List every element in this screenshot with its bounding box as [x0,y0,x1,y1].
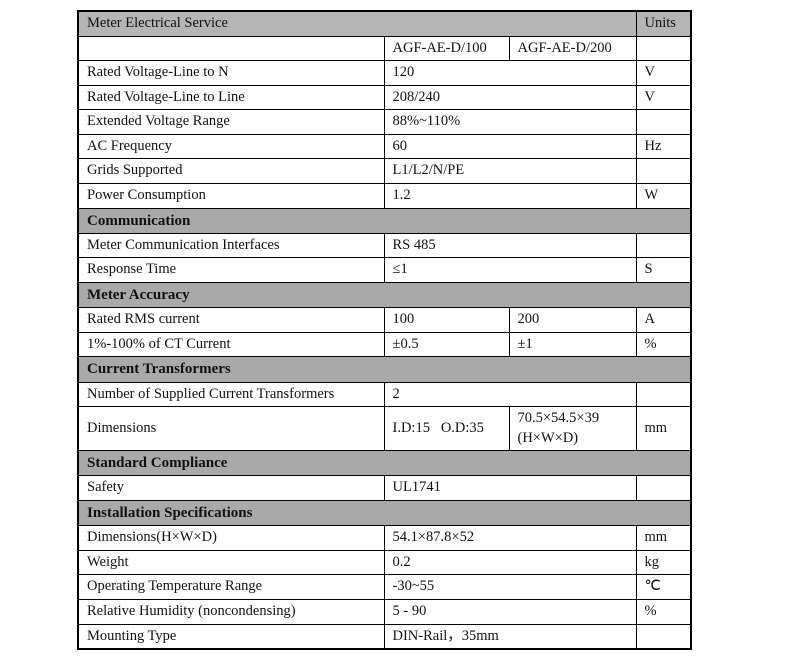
param-value-2: ±1 [508,331,637,358]
unit-cell: % [635,331,692,358]
unit-cell: % [635,598,692,625]
param-value: ≤1 [383,257,637,283]
table-title: Meter Electrical Service [77,9,637,37]
param-value: 120 [383,60,637,86]
param-value: 60 [383,133,637,160]
param-label: Power Consumption [77,182,385,209]
unit-cell [635,623,692,650]
param-value: 2 [383,381,637,408]
spec-row: Rated Voltage-Line to N 120 V [77,60,692,86]
spec-row: 1%-100% of CT Current ±0.5 ±1% [77,331,692,358]
param-value-2: 70.5×54.5×39 (H×W×D) [508,406,637,452]
param-label: Dimensions(H×W×D) [77,525,385,551]
spec-row: Rated Voltage-Line to Line 208/240 V [77,84,692,111]
spec-row: Extended Voltage Range 88%~110% [77,109,692,135]
unit-cell: Hz [635,133,692,160]
section-header-row: Installation Specifications [77,499,692,527]
unit-cell: V [635,84,692,111]
spec-row: Response Time ≤1 S [77,257,692,283]
spec-row: Rated RMS current 100 200 A [77,307,692,333]
spec-row: Relative Humidity (noncondensing) 5 - 90% [77,598,692,625]
param-value-2: 200 [508,307,637,333]
spec-row: AGF-AE-D/100 AGF-AE-D/200 [77,35,692,62]
param-label: Meter Communication Interfaces [77,232,385,259]
spec-row: Number of Supplied Current Transformers 2 [77,381,692,408]
spec-rows-body: AGF-AE-D/100 AGF-AE-D/200 Rated Voltage-Li… [77,35,692,650]
spec-row: Grids Supported L1/L2/N/PE [77,158,692,184]
param-label: Extended Voltage Range [77,109,385,135]
param-label [77,35,385,62]
spec-row: Power Consumption 1.2 W [77,182,692,209]
param-value: 208/240 [383,84,637,111]
param-label: Grids Supported [77,158,385,184]
param-value: 1.2 [383,182,637,209]
spec-row: Operating Temperature Range -30~55 ℃ [77,574,692,600]
param-value: 88%~110% [383,109,637,135]
spec-row: Safety UL1741 [77,475,692,501]
param-value: DIN-Rail，35mm [383,623,637,650]
unit-cell [635,158,692,184]
param-value: 54.1×87.8×52 [383,525,637,551]
section-title: Current Transformers [77,356,692,383]
unit-cell [635,475,692,501]
unit-cell [635,232,692,259]
table-header-row: Meter Electrical Service Units [77,9,692,37]
param-value: 0.2 [383,549,637,576]
param-label: 1%-100% of CT Current [77,331,385,358]
spec-row: Meter Communication Interfaces RS 485 [77,232,692,259]
section-title: Standard Compliance [77,450,692,477]
param-label: Dimensions [77,406,385,452]
unit-cell: ℃ [635,574,692,600]
section-header-row: Meter Accuracy [77,281,692,309]
unit-cell: kg [635,549,692,576]
section-header-row: Communication [77,207,692,234]
unit-cell: S [635,257,692,283]
param-value: L1/L2/N/PE [383,158,637,184]
param-label: Mounting Type [77,623,385,650]
spec-row: AC Frequency 60 Hz [77,133,692,160]
unit-cell: mm [635,525,692,551]
section-title: Installation Specifications [77,499,692,527]
unit-cell: mm [635,406,692,452]
unit-cell [635,381,692,408]
param-value-2: AGF-AE-D/200 [508,35,637,62]
unit-cell [635,109,692,135]
param-label: Number of Supplied Current Transformers [77,381,385,408]
param-value: UL1741 [383,475,637,501]
section-title: Meter Accuracy [77,281,692,309]
param-label: Rated Voltage-Line to Line [77,84,385,111]
param-label: Weight [77,549,385,576]
spec-row: Weight 0.2 kg [77,549,692,576]
param-label: Rated Voltage-Line to N [77,60,385,86]
section-header-row: Standard Compliance [77,450,692,477]
unit-cell [635,35,692,62]
param-label: Operating Temperature Range [77,574,385,600]
param-value: RS 485 [383,232,637,259]
param-value-1: ±0.5 [383,331,510,358]
param-label: Rated RMS current [77,307,385,333]
spec-table: Meter Electrical Service Units AGF-AE-D/… [77,9,693,651]
unit-cell: V [635,60,692,86]
param-value: 5 - 90 [383,598,637,625]
spec-row: Dimensions I.D:15 O.D:35 70.5×54.5×39 (H×W… [77,406,692,452]
section-header-row: Current Transformers [77,356,692,383]
unit-cell: W [635,182,692,209]
param-label: AC Frequency [77,133,385,160]
spec-row: Dimensions(H×W×D) 54.1×87.8×52 mm [77,525,692,551]
param-label: Safety [77,475,385,501]
unit-cell: A [635,307,692,333]
param-label: Response Time [77,257,385,283]
section-title: Communication [77,207,692,234]
units-column-header: Units [635,9,692,37]
param-label: Relative Humidity (noncondensing) [77,598,385,625]
param-value: -30~55 [383,574,637,600]
param-value-1: AGF-AE-D/100 [383,35,510,62]
param-value-1: I.D:15 O.D:35 [383,406,510,452]
spec-row: Mounting Type DIN-Rail，35mm [77,623,692,650]
param-value-1: 100 [383,307,510,333]
